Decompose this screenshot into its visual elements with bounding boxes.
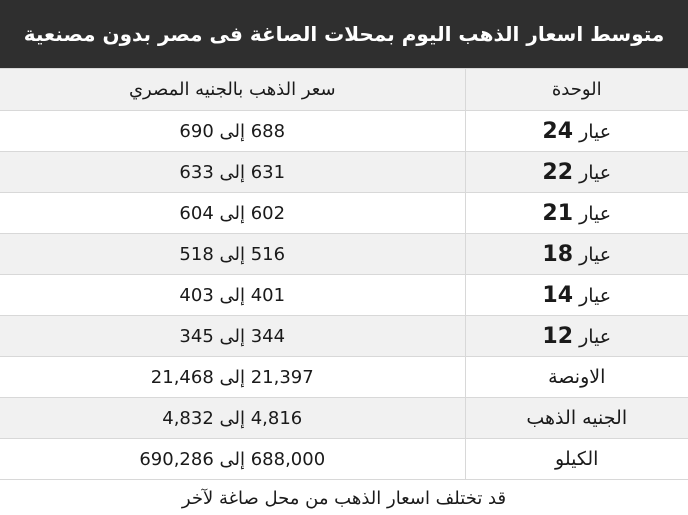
page-title: متوسط اسعار الذهب اليوم بمحلات الصاغة فى… xyxy=(0,0,688,68)
table-row: عيار 22 631 إلى 633 xyxy=(0,151,688,193)
karat-word: عيار xyxy=(579,243,612,266)
table-row: عيار 18 516 إلى 518 xyxy=(0,233,688,275)
karat-word: عيار xyxy=(579,202,612,225)
unit-cell: عيار 18 xyxy=(464,233,688,275)
unit-label: الاونصة xyxy=(548,366,606,388)
price-cell: 602 إلى 604 xyxy=(0,192,465,234)
table-row: عيار 14 401 إلى 403 xyxy=(0,274,688,316)
unit-label: الجنيه الذهب xyxy=(526,407,628,429)
table-body: عيار 24 688 إلى 690 عيار 22 631 إلى 633 عيار… xyxy=(0,110,688,480)
price-cell: 688,000 إلى 690,286 xyxy=(0,438,465,480)
karat-number: 14 xyxy=(542,282,574,308)
price-cell: 631 إلى 633 xyxy=(0,151,465,193)
karat-number: 24 xyxy=(542,118,574,144)
price-cell: 401 إلى 403 xyxy=(0,274,465,316)
unit-cell: عيار 12 xyxy=(464,315,688,357)
table-row: الجنيه الذهب 4,816 إلى 4,832 xyxy=(0,397,688,439)
unit-cell: الاونصة xyxy=(464,356,688,398)
table-row: عيار 21 602 إلى 604 xyxy=(0,192,688,234)
price-cell: 344 إلى 345 xyxy=(0,315,465,357)
karat-number: 21 xyxy=(542,200,574,226)
karat-number: 12 xyxy=(542,323,574,349)
price-cell: 688 إلى 690 xyxy=(0,110,465,152)
table-row: الكيلو 688,000 إلى 690,286 xyxy=(0,438,688,480)
karat-number: 22 xyxy=(542,159,574,185)
unit-cell: الكيلو xyxy=(464,438,688,480)
unit-cell: عيار 24 xyxy=(464,110,688,152)
unit-cell: الجنيه الذهب xyxy=(464,397,688,439)
unit-label: الكيلو xyxy=(555,448,599,470)
karat-word: عيار xyxy=(579,161,612,184)
unit-cell: عيار 14 xyxy=(464,274,688,316)
price-cell: 21,397 إلى 21,468 xyxy=(0,356,465,398)
karat-word: عيار xyxy=(579,284,612,307)
table-row: عيار 24 688 إلى 690 xyxy=(0,110,688,152)
price-column-header: سعر الذهب بالجنيه المصري xyxy=(0,68,465,111)
footer-note: قد تختلف اسعار الذهب من محل صاغة لآخر xyxy=(0,482,688,515)
table-row: الاونصة 21,397 إلى 21,468 xyxy=(0,356,688,398)
unit-cell: عيار 22 xyxy=(464,151,688,193)
karat-word: عيار xyxy=(579,120,612,143)
table-header-row: الوحدة سعر الذهب بالجنيه المصري xyxy=(0,68,688,111)
table-row: عيار 12 344 إلى 345 xyxy=(0,315,688,357)
unit-column-header: الوحدة xyxy=(464,68,688,111)
price-cell: 516 إلى 518 xyxy=(0,233,465,275)
unit-cell: عيار 21 xyxy=(464,192,688,234)
gold-prices-table: الوحدة سعر الذهب بالجنيه المصري عيار 24 6… xyxy=(0,68,688,480)
karat-word: عيار xyxy=(579,325,612,348)
price-cell: 4,816 إلى 4,832 xyxy=(0,397,465,439)
karat-number: 18 xyxy=(542,241,574,267)
